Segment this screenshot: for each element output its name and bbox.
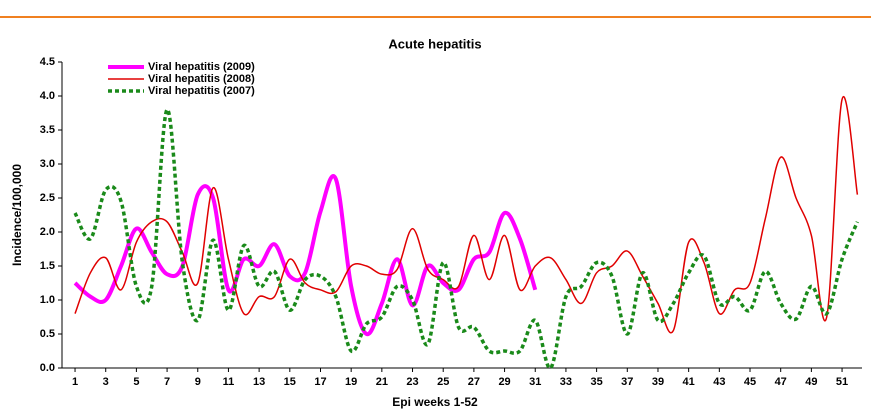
y-axis-label: Incidence/100,000 <box>10 164 24 266</box>
x-tick-label: 25 <box>437 376 449 388</box>
x-tick-label: 33 <box>560 376 572 388</box>
x-tick-label: 15 <box>284 376 296 388</box>
x-tick-label: 45 <box>744 376 756 388</box>
y-tick-label: 0.5 <box>40 328 55 340</box>
legend-label: Viral hepatitis (2008) <box>148 73 255 85</box>
x-tick-label: 35 <box>590 376 602 388</box>
x-tick-label: 17 <box>314 376 326 388</box>
x-tick-label: 31 <box>529 376 541 388</box>
y-tick-label: 4.0 <box>40 90 55 102</box>
y-tick-label: 2.5 <box>40 192 55 204</box>
x-tick-label: 5 <box>133 376 139 388</box>
y-tick-label: 1.0 <box>40 294 55 306</box>
x-tick-label: 19 <box>345 376 357 388</box>
x-tick-label: 49 <box>805 376 817 388</box>
x-tick-label: 37 <box>621 376 633 388</box>
series-line <box>73 174 538 337</box>
x-tick-label: 41 <box>683 376 695 388</box>
x-tick-label: 13 <box>253 376 265 388</box>
x-tick-label: 1 <box>72 376 78 388</box>
x-tick-label: 43 <box>713 376 725 388</box>
y-tick-label: 2.0 <box>40 226 55 238</box>
x-tick-label: 39 <box>652 376 664 388</box>
x-tick-label: 3 <box>103 376 109 388</box>
x-tick-label: 9 <box>195 376 201 388</box>
x-tick-label: 29 <box>498 376 510 388</box>
y-tick-label: 0.0 <box>40 362 55 374</box>
series-line <box>73 107 860 370</box>
x-axis-label: Epi weeks 1-52 <box>392 395 478 409</box>
x-tick-label: 23 <box>406 376 418 388</box>
x-tick-label: 27 <box>468 376 480 388</box>
x-tick-label: 21 <box>376 376 388 388</box>
x-tick-label: 47 <box>775 376 787 388</box>
x-tick-label: 7 <box>164 376 170 388</box>
y-tick-label: 3.0 <box>40 158 55 170</box>
x-tick-label: 11 <box>223 376 235 388</box>
x-tick-label: 51 <box>836 376 848 388</box>
chart-title: Acute hepatitis <box>388 36 481 51</box>
legend-label: Viral hepatitis (2007) <box>148 85 255 97</box>
legend-label: Viral hepatitis (2009) <box>148 61 255 73</box>
y-tick-label: 1.5 <box>40 260 55 272</box>
y-tick-label: 3.5 <box>40 124 55 136</box>
y-tick-label: 4.5 <box>40 56 55 68</box>
series-line <box>74 95 859 334</box>
